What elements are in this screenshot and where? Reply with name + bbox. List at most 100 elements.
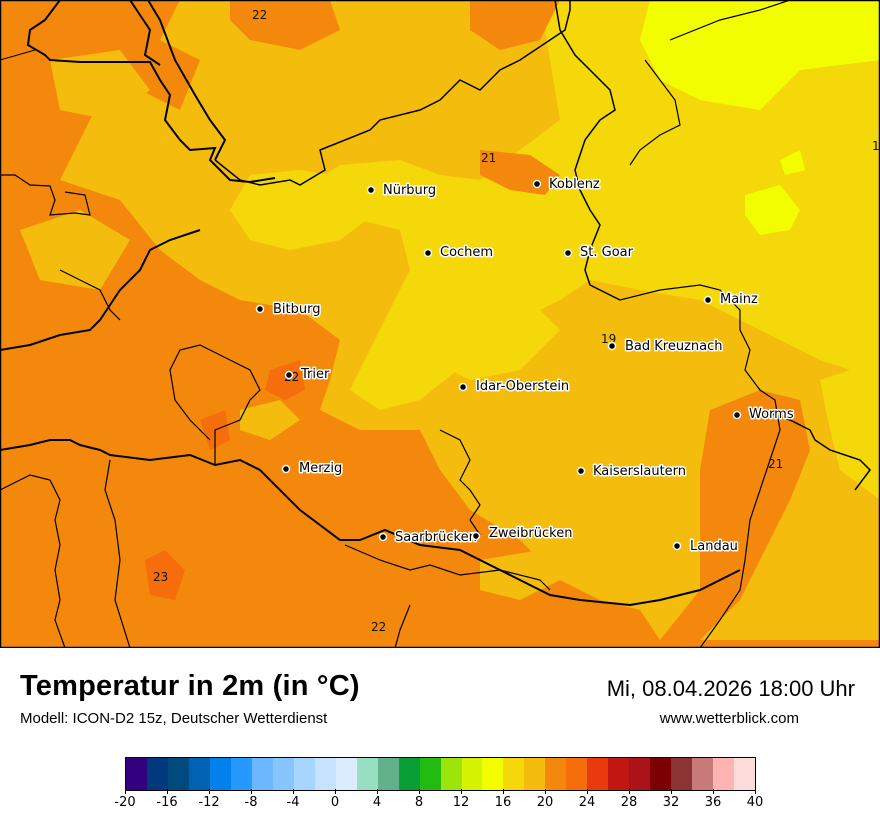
legend-tick-label: 12 [452, 795, 470, 810]
city-label: Nürburg [383, 183, 436, 198]
legend-swatch [356, 758, 378, 790]
city-label: Saarbrücken [395, 530, 477, 545]
legend-tick-label: 28 [620, 795, 638, 810]
legend-swatch [482, 758, 504, 790]
legend-swatch [272, 758, 294, 790]
legend-tick [251, 789, 252, 794]
zone-20-22 [0, 180, 880, 648]
legend-swatch [692, 758, 714, 790]
city-markers: Nürburg Koblenz Cochem St. Goar Mainz Bi… [255, 176, 795, 556]
city-kaiserslautern: Kaiserslautern [576, 463, 688, 481]
chart-title: Temperatur in 2m (in °C) [20, 670, 360, 702]
city-dot-icon [366, 185, 376, 195]
city-dot-icon [703, 295, 713, 305]
isoline-label: 22 [371, 620, 386, 634]
legend-tick-label: 4 [372, 795, 382, 810]
legend-swatch [608, 758, 630, 790]
legend-tick [671, 789, 672, 794]
legend-tick-label: 16 [494, 795, 512, 810]
zone-18-20 [20, 210, 130, 290]
legend-swatch [713, 758, 735, 790]
zone-20-22 [470, 0, 560, 50]
isoline-label: 22 [252, 8, 267, 22]
city-label: St. Goar [580, 245, 634, 260]
legend-swatch [335, 758, 357, 790]
city-bad-kreuznach: Bad Kreuznach [607, 338, 724, 356]
city-label: Cochem [440, 245, 493, 260]
city-dot-icon [576, 466, 586, 476]
legend-swatch [419, 758, 441, 790]
legend-swatch [461, 758, 483, 790]
legend-swatch [146, 758, 168, 790]
legend-swatch [167, 758, 189, 790]
legend-swatch [251, 758, 273, 790]
city-trier: Trier [284, 366, 331, 384]
legend-swatch [629, 758, 651, 790]
legend-tick-label: -12 [198, 795, 220, 810]
legend-swatch [293, 758, 315, 790]
legend-ticks: -20 -16 -12 -8 -4 0 4 8 12 16 20 24 28 32 36 40 [114, 789, 763, 819]
legend-swatch [524, 758, 546, 790]
city-dot-icon [471, 531, 481, 541]
legend-tick [377, 789, 378, 794]
legend-tick [167, 789, 168, 794]
zone-16-18 [230, 170, 380, 250]
city-label: Trier [300, 367, 330, 382]
website-link[interactable]: www.wetterblick.com [659, 710, 799, 727]
legend-swatch [671, 758, 693, 790]
zone-22-24 [145, 550, 185, 600]
legend-tick [335, 789, 336, 794]
model-source: Modell: ICON-D2 15z, Deutscher Wetterdie… [20, 710, 328, 727]
temperature-map: 22 21 1 19 22 21 23 22 Nürburg Koblenz C… [0, 0, 880, 648]
isoline-labels: 22 21 1 19 22 21 23 22 [153, 8, 880, 634]
city-label: Mainz [720, 292, 758, 307]
city-bitburg: Bitburg [255, 301, 322, 319]
legend-tick-label: -20 [114, 795, 136, 810]
city-dot-icon [563, 248, 573, 258]
city-label: Koblenz [549, 177, 600, 192]
city-merzig: Merzig [281, 460, 344, 478]
legend-swatch [377, 758, 399, 790]
city-dot-icon [532, 179, 542, 189]
zone-16-18 [430, 290, 560, 380]
city-label: Merzig [299, 461, 342, 476]
city-landau: Landau [672, 538, 739, 556]
isoline-label: 21 [481, 151, 496, 165]
zone-18-20 [240, 400, 300, 440]
legend-tick-label: 36 [704, 795, 722, 810]
isoline-label: 23 [153, 570, 168, 584]
legend-swatch [734, 758, 756, 790]
legend-tick [587, 789, 588, 794]
legend-tick-label: -16 [156, 795, 178, 810]
color-legend [125, 757, 756, 791]
city-label: Worms [749, 407, 794, 422]
legend-swatch [126, 758, 147, 790]
zone-22-24 [265, 360, 305, 400]
forecast-datetime: Mi, 08.04.2026 18:00 Uhr [606, 676, 855, 701]
legend-swatch [398, 758, 420, 790]
zone-18-20 [50, 50, 150, 120]
city-dot-icon [281, 464, 291, 474]
legend-tick-label: 40 [746, 795, 764, 810]
city-cochem: Cochem [423, 244, 495, 262]
border-lines [0, 0, 871, 648]
city-koblenz: Koblenz [532, 176, 601, 194]
legend-swatch [650, 758, 672, 790]
isoline-label: 1 [872, 139, 880, 153]
legend-swatch [188, 758, 210, 790]
legend-swatch [314, 758, 336, 790]
city-label: Idar-Oberstein [476, 379, 569, 394]
legend-tick-label: -4 [286, 795, 300, 810]
zone-14-16 [745, 185, 800, 235]
legend-tick-label: 8 [414, 795, 424, 810]
city-dot-icon [607, 341, 617, 351]
legend-tick-label: 20 [536, 795, 554, 810]
legend-tick [419, 789, 420, 794]
city-worms: Worms [732, 406, 795, 424]
city-st-goar: St. Goar [563, 244, 635, 262]
zone-20-22 [0, 0, 200, 210]
legend-tick [125, 789, 126, 794]
city-dot-icon [458, 382, 468, 392]
city-label: Bitburg [273, 302, 321, 317]
city-mainz: Mainz [703, 291, 760, 309]
